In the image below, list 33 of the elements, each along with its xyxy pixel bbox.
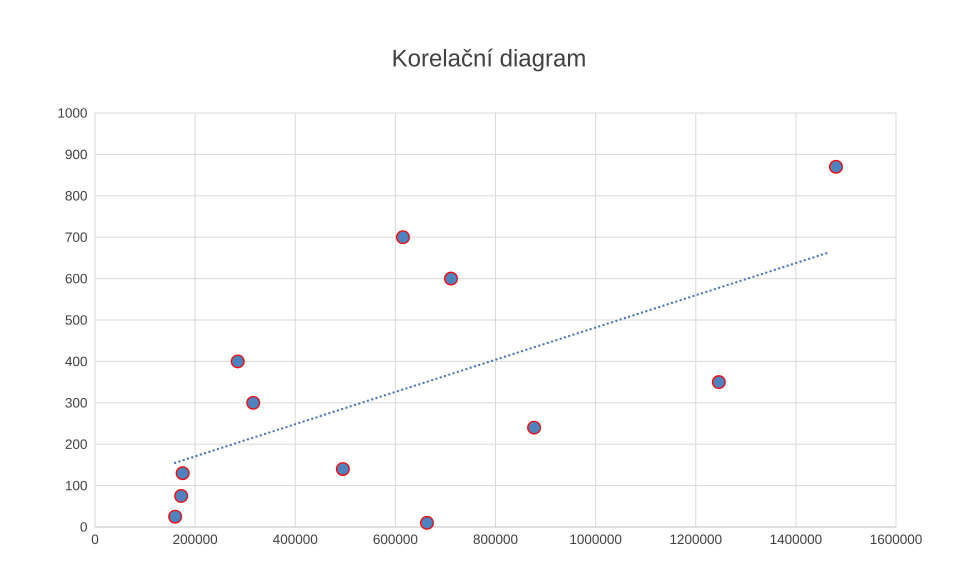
x-tick-label: 1200000 [670,534,722,544]
y-tick-label: 100 [66,480,87,490]
y-tick-label: 800 [66,191,87,201]
y-tick-label: 300 [65,398,87,408]
x-tick-label: 400000 [273,534,318,544]
point [174,489,188,503]
point [336,462,350,476]
point [246,396,260,410]
y-tick-label: 600 [66,274,87,284]
x-tick-label: 1400000 [770,534,822,544]
x-tick-label: 1600000 [870,534,922,544]
point [444,272,458,286]
point [712,375,726,390]
x-tick-label: 0 [92,534,98,544]
point [396,230,410,244]
y-tick-label: 0 [80,522,87,532]
chart-title: Korelační diagram [394,48,585,72]
x-tick-label: 200000 [173,534,218,544]
point [168,510,182,524]
point [176,466,190,480]
x-tick-label: 600000 [374,534,418,544]
y-tick-label: 400 [65,356,87,366]
point [527,420,542,435]
y-tick-label: 500 [65,315,87,325]
x-tick-label: 1000000 [570,534,622,544]
x-tick-label: 800000 [474,534,518,544]
y-tick-label: 900 [66,150,87,160]
y-tick-label: 700 [66,232,87,242]
y-tick-label: 200 [66,439,87,449]
point [230,354,245,368]
point [420,516,434,530]
y-tick-label: 1000 [58,108,87,118]
point [828,160,843,174]
